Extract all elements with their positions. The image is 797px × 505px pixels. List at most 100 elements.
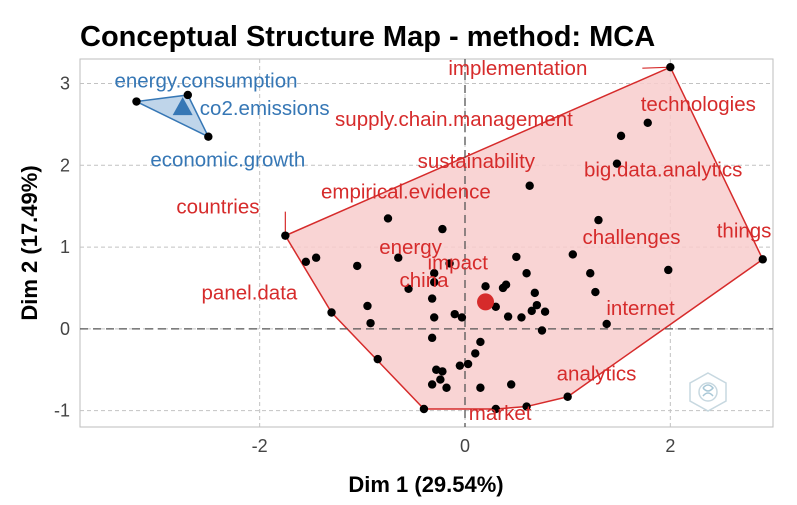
term-point — [430, 269, 439, 278]
term-point — [281, 231, 290, 240]
term-label: impact — [428, 251, 489, 274]
term-point — [183, 90, 192, 100]
term-point — [419, 404, 429, 414]
term-label: co2.emissions — [200, 97, 330, 120]
watermark-logo-icon — [689, 372, 727, 412]
term-point — [507, 380, 516, 389]
cluster-1-hull — [133, 94, 210, 139]
term-point — [540, 307, 550, 316]
term-point — [666, 62, 675, 72]
term-point — [455, 361, 465, 370]
term-label: economic.growth — [150, 149, 305, 172]
term-point — [612, 159, 622, 168]
term-point — [132, 97, 141, 106]
term-label: countries — [176, 196, 259, 219]
term-point — [586, 269, 595, 278]
x-axis-title: Dim 1 (29.54%) — [348, 472, 503, 497]
term-label: empirical.evidence — [321, 180, 491, 203]
y-tick-label: 3 — [60, 74, 70, 94]
term-point — [503, 312, 513, 321]
cluster-hulls — [133, 66, 764, 410]
term-point — [522, 269, 531, 278]
x-tick-label: 2 — [665, 436, 675, 456]
term-label: analytics — [557, 363, 637, 386]
term-label: big.data.analytics — [584, 159, 742, 182]
term-label: sustainability — [418, 150, 536, 173]
term-point — [522, 402, 531, 411]
y-tick-label: 0 — [60, 319, 70, 339]
cluster-1-centroid — [172, 97, 193, 116]
term-point — [430, 313, 439, 322]
term-point — [602, 319, 611, 329]
term-point — [476, 383, 485, 392]
term-point — [404, 284, 413, 293]
y-tick-label: 2 — [60, 155, 70, 175]
term-point — [481, 282, 490, 291]
term-point — [530, 288, 540, 298]
y-axis-title: Dim 2 (17.49%) — [17, 165, 42, 320]
chart-title: Conceptual Structure Map - method: MCA — [80, 21, 655, 53]
label-connector — [642, 66, 671, 69]
term-point — [758, 255, 767, 264]
term-point — [445, 259, 454, 268]
term-point — [457, 313, 467, 322]
term-point — [427, 380, 437, 389]
term-point — [568, 250, 577, 259]
term-point — [204, 132, 213, 141]
term-point — [427, 294, 437, 303]
term-point — [327, 308, 336, 317]
term-point — [664, 265, 673, 275]
term-point — [532, 300, 542, 310]
term-point — [373, 354, 382, 364]
y-tick-label: -1 — [54, 401, 70, 421]
y-tick-label: 1 — [60, 237, 70, 257]
term-point — [471, 349, 480, 358]
term-point — [527, 306, 536, 316]
term-point — [363, 301, 372, 311]
x-tick-label: 0 — [460, 436, 470, 456]
term-point — [563, 392, 572, 401]
term-point — [430, 278, 439, 287]
term-point — [643, 118, 652, 127]
term-point — [301, 257, 311, 267]
term-point — [537, 326, 547, 335]
term-point — [438, 224, 447, 234]
term-label: china — [400, 269, 450, 292]
x-tick-label: -2 — [252, 436, 268, 456]
term-point — [353, 261, 362, 271]
term-point — [517, 313, 526, 322]
term-label: panel.data — [202, 282, 298, 305]
term-label: energy — [379, 236, 442, 259]
term-label: supply.chain.management — [335, 108, 573, 131]
term-point — [476, 337, 485, 347]
cluster-centroids — [172, 97, 495, 311]
term-point — [450, 309, 459, 319]
term-point — [525, 181, 534, 190]
term-labels: energy.consumption co2.emissions economic.… — [114, 57, 771, 425]
term-point — [383, 214, 393, 223]
term-label: internet — [606, 297, 675, 320]
term-point — [512, 252, 521, 262]
cluster-2-centroid — [477, 293, 495, 311]
term-label: things — [717, 219, 772, 242]
term-point — [594, 215, 603, 225]
term-point — [436, 375, 445, 384]
term-points — [132, 62, 767, 414]
term-point — [616, 131, 626, 141]
term-label: market — [469, 402, 532, 425]
term-point — [311, 253, 321, 262]
term-point — [394, 253, 403, 262]
term-point — [463, 359, 473, 369]
axis-tick-labels: -2 0 2 -1 0 1 2 3 — [54, 74, 675, 456]
term-point — [491, 404, 500, 414]
term-point — [491, 302, 500, 311]
term-point — [432, 365, 441, 374]
term-label: implementation — [448, 57, 587, 80]
term-point — [442, 383, 451, 392]
term-label: challenges — [582, 226, 680, 249]
term-point — [427, 333, 437, 343]
term-point — [591, 287, 600, 297]
term-label: technologies — [641, 93, 756, 116]
term-label: energy.consumption — [114, 70, 297, 93]
